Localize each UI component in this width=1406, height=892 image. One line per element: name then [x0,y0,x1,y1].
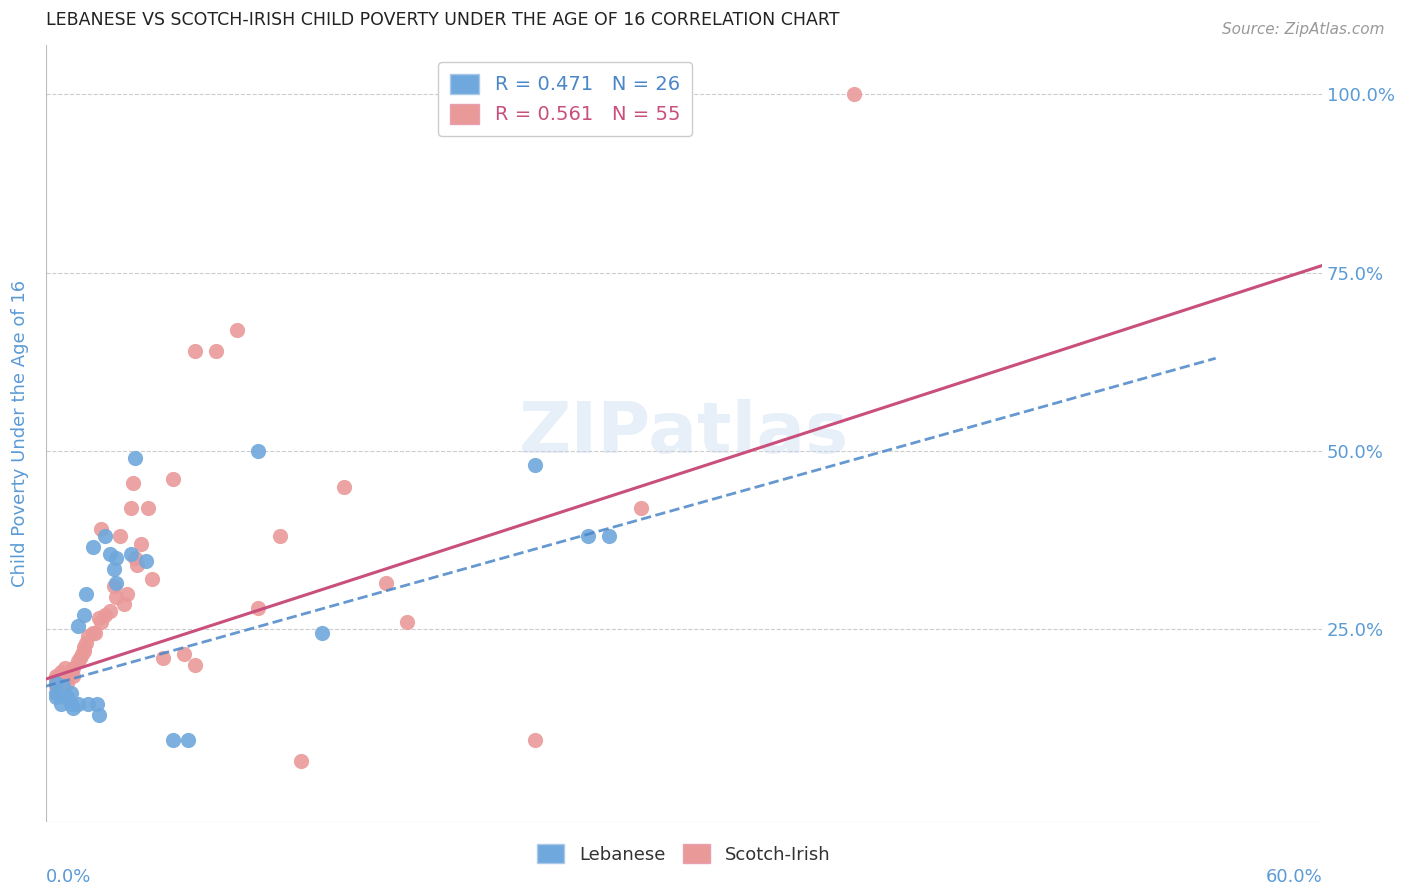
Point [66,618,89,632]
Point [45,686,67,700]
Point [576,529,599,543]
Point [56,668,79,682]
Point [87,611,110,625]
Point [48,675,70,690]
Text: Source: ZipAtlas.com: Source: ZipAtlas.com [1222,22,1385,37]
Point [73,643,96,657]
Point [53,661,76,675]
Point [183,657,205,672]
Point [90,522,112,536]
Point [135,554,157,568]
Point [77,697,100,711]
Point [104,575,127,590]
Point [598,529,620,543]
Point [45,675,67,690]
Point [110,529,132,543]
Point [226,323,249,337]
Point [98,547,121,561]
Point [136,500,159,515]
Point [842,87,865,102]
Text: 0.0%: 0.0% [46,868,91,887]
Point [396,615,419,629]
Point [141,572,163,586]
Point [66,654,89,668]
Point [94,607,117,622]
Point [52,668,75,682]
Point [131,536,153,550]
Point [290,754,312,768]
Text: LEBANESE VS SCOTCH-IRISH CHILD POVERTY UNDER THE AGE OF 16 CORRELATION CHART: LEBANESE VS SCOTCH-IRISH CHILD POVERTY U… [46,11,839,29]
Point [83,625,105,640]
Point [127,558,149,572]
Point [311,625,333,640]
Point [82,625,104,640]
Point [86,697,108,711]
Point [524,458,547,473]
Point [177,732,200,747]
Point [82,540,104,554]
Point [62,668,84,682]
Point [52,679,75,693]
Point [73,640,96,654]
Point [120,500,142,515]
Point [104,590,127,604]
Point [45,679,67,693]
Point [103,579,125,593]
Point [247,600,270,615]
Point [104,550,127,565]
Point [375,575,398,590]
Point [66,697,89,711]
Y-axis label: Child Poverty Under the Age of 16: Child Poverty Under the Age of 16 [11,279,30,587]
Point [124,550,146,565]
Point [205,344,228,359]
Point [56,675,79,690]
Text: 60.0%: 60.0% [1265,868,1322,887]
Point [73,607,96,622]
Point [162,732,184,747]
Point [60,665,83,679]
Point [183,344,205,359]
Point [62,700,84,714]
Point [49,665,72,679]
Point [56,690,79,704]
Point [49,697,72,711]
Legend: Lebanese, Scotch-Irish: Lebanese, Scotch-Irish [530,838,838,871]
Point [120,547,142,561]
Point [103,561,125,575]
Point [45,690,67,704]
Point [90,615,112,629]
Point [269,529,291,543]
Point [69,650,91,665]
Point [152,650,174,665]
Point [173,647,195,661]
Point [77,629,100,643]
Point [60,686,83,700]
Point [247,444,270,458]
Point [52,672,75,686]
Point [60,697,83,711]
Text: ZIPatlas: ZIPatlas [519,399,849,467]
Point [45,672,67,686]
Point [114,597,136,611]
Point [630,500,652,515]
Point [62,661,84,675]
Point [94,529,117,543]
Point [75,636,97,650]
Point [115,586,138,600]
Point [75,586,97,600]
Point [162,473,184,487]
Point [45,668,67,682]
Point [87,707,110,722]
Point [98,604,121,618]
Point [524,732,547,747]
Point [124,451,146,466]
Point [122,476,145,491]
Point [70,647,93,661]
Point [332,480,354,494]
